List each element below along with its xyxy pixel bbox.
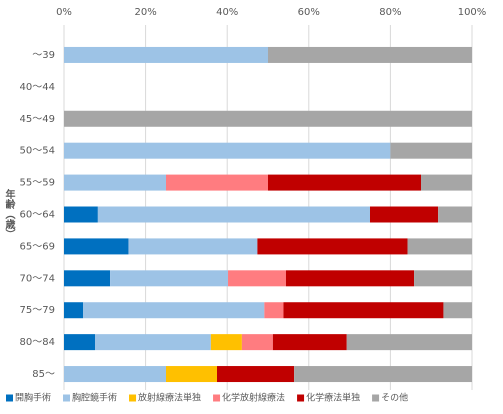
bar-segment <box>95 334 211 351</box>
bar-segment <box>166 174 268 191</box>
bar-segment <box>264 302 284 319</box>
y-tick-label: 75～79 <box>20 305 55 316</box>
bar-segment <box>421 174 472 191</box>
bar-segment <box>217 366 295 383</box>
bar-segment <box>210 334 242 351</box>
bar-segment <box>64 206 98 223</box>
bar-segment <box>414 270 472 287</box>
legend-label: 化学放射線療法 <box>222 392 285 404</box>
bar-segment <box>257 238 408 255</box>
bar-segment <box>64 366 166 383</box>
y-tick-label: 50～54 <box>20 146 55 157</box>
bar-segment <box>443 302 472 319</box>
bar-segment <box>166 366 217 383</box>
y-tick-label: 60～64 <box>20 210 55 221</box>
x-tick-label: 80% <box>379 7 401 18</box>
bar-segment <box>294 366 472 383</box>
bar-segment <box>64 238 129 255</box>
y-axis-label: 年齢（歳） <box>3 188 16 239</box>
legend-label: 放射線療法単独 <box>138 392 201 404</box>
x-tick-label: 0% <box>56 7 72 18</box>
bar-segment <box>272 334 347 351</box>
bar-segment <box>283 302 444 319</box>
y-tick-label: ～39 <box>32 50 55 61</box>
legend-swatch <box>297 394 305 402</box>
y-tick-label: 70～74 <box>20 273 55 284</box>
legend-swatch <box>372 394 380 402</box>
bar-segment <box>228 270 286 287</box>
bar-segment <box>268 174 421 191</box>
bar-segment <box>97 206 370 223</box>
legend-label: その他 <box>381 392 408 404</box>
bar-segment <box>64 46 268 63</box>
bar-segment <box>346 334 472 351</box>
bar-segment <box>64 302 84 319</box>
bar-segment <box>438 206 472 223</box>
bar-segment <box>370 206 439 223</box>
bar-segment <box>407 238 472 255</box>
x-tick-label: 100% <box>458 7 487 18</box>
y-tick-label: 55～59 <box>20 178 55 189</box>
legend-swatch <box>63 394 71 402</box>
bar-segment <box>268 46 472 63</box>
bar-segment <box>241 334 273 351</box>
bar-segment <box>64 110 472 127</box>
y-tick-label: 45～49 <box>20 114 55 125</box>
x-tick-label: 40% <box>216 7 238 18</box>
y-tick-label: 80～84 <box>20 337 55 348</box>
legend-label: 胸腔鏡手術 <box>72 392 117 404</box>
legend-label: 化学療法単独 <box>306 392 360 404</box>
bar-segment <box>285 270 415 287</box>
bar-segment <box>64 142 391 159</box>
legend-swatch <box>6 394 13 402</box>
legend-swatch <box>129 394 137 402</box>
bar-segment <box>64 334 96 351</box>
legend-label: 開胸手術 <box>15 392 51 404</box>
bar-segment <box>128 238 258 255</box>
bar-segment <box>64 174 166 191</box>
legend-swatch <box>213 394 221 402</box>
y-tick-label: 65～69 <box>20 241 55 252</box>
bar-segment <box>110 270 229 287</box>
y-tick-label: 40～44 <box>20 82 55 93</box>
x-tick-label: 60% <box>298 7 320 18</box>
y-tick-label: 85～ <box>32 369 55 380</box>
bar-segment <box>64 270 111 287</box>
bar-segment <box>390 142 472 159</box>
x-tick-label: 20% <box>134 7 156 18</box>
bar-segment <box>83 302 265 319</box>
